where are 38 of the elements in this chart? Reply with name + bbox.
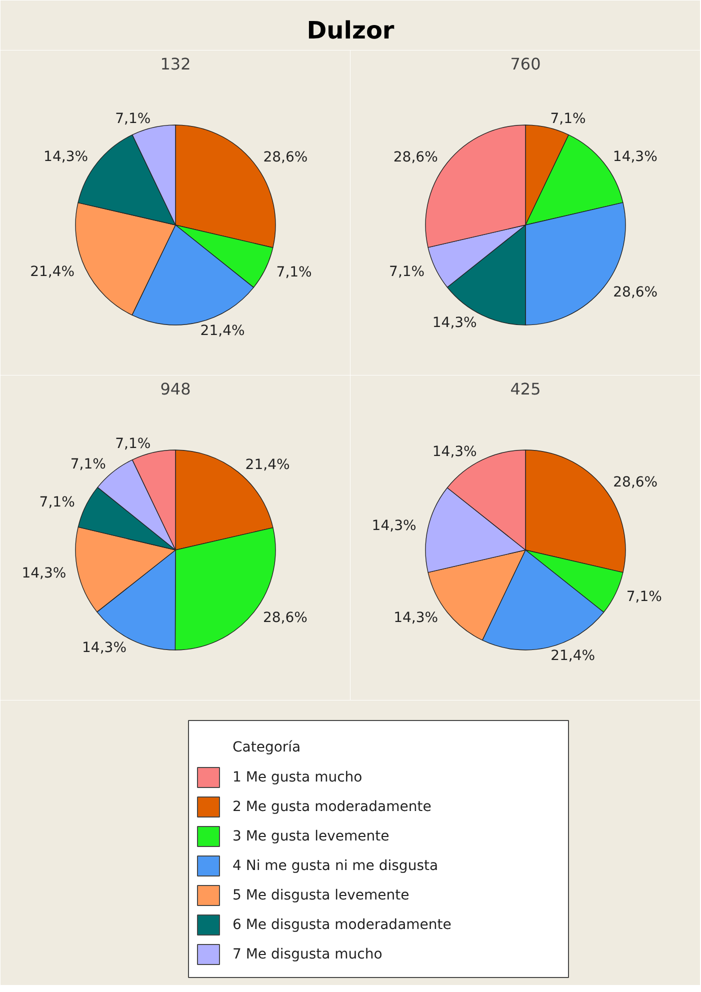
data-label: 28,6% <box>262 610 308 626</box>
data-label: 14,3% <box>82 640 127 656</box>
data-label: 7,1% <box>276 264 312 280</box>
data-label: 21,4% <box>550 648 596 664</box>
legend-label: 1 Me gusta mucho <box>232 770 362 786</box>
data-label: 14,3% <box>372 518 416 534</box>
data-label: 28,6% <box>613 474 658 490</box>
legend-label: 4 Ni me gusta ni me disgusta <box>232 858 438 874</box>
chart-title: 760 <box>510 54 541 74</box>
data-label: 14,3% <box>612 149 658 166</box>
legend-label: 2 Me gusta moderadamente <box>232 799 432 815</box>
data-label: 21,4% <box>200 323 245 340</box>
legend-label: 3 Me gusta levemente <box>232 828 390 844</box>
text: Dulzor <box>306 16 394 44</box>
data-label: 14,3% <box>44 149 88 166</box>
chart-title: 948 <box>160 380 191 398</box>
data-label: 21,4% <box>30 264 75 280</box>
data-label: 21,4% <box>245 456 290 473</box>
legend-label: 6 Me disgusta moderadamente <box>232 917 452 933</box>
data-label: 7,1% <box>115 436 151 452</box>
data-label: 28,6% <box>263 149 308 166</box>
chart-title: 425 <box>510 380 541 398</box>
data-label: 14,3% <box>432 314 477 331</box>
data-label: 7,1% <box>39 494 75 510</box>
legend-label: 5 Me disgusta levemente <box>232 888 410 904</box>
legend-title: Categoría <box>232 740 301 756</box>
data-label: 7,1% <box>115 110 151 127</box>
data-label: 14,3% <box>432 444 477 460</box>
data-label: 14,3% <box>394 610 438 626</box>
data-label: 28,6% <box>393 149 438 166</box>
legend-label: 7 Me disgusta mucho <box>232 946 382 962</box>
data-label: 28,6% <box>613 284 658 301</box>
data-label: 7,1% <box>550 110 586 127</box>
data-label: 7,1% <box>70 456 106 473</box>
data-label: 14,3% <box>22 566 66 582</box>
chart-title: 132 <box>160 54 191 74</box>
data-label: 7,1% <box>389 264 425 280</box>
data-label: 7,1% <box>626 589 662 606</box>
